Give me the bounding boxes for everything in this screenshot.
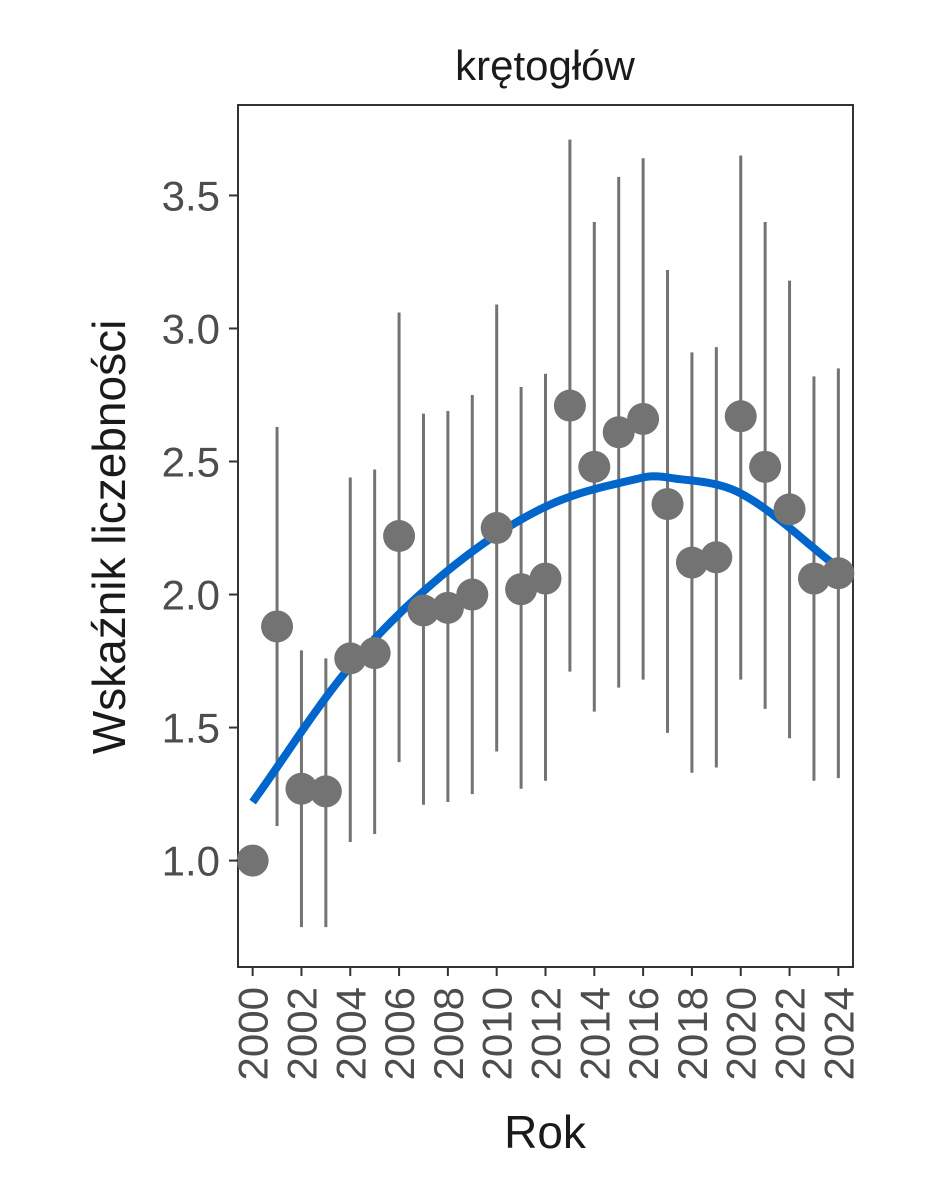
data-point	[602, 416, 635, 449]
data-point	[578, 450, 611, 483]
x-tick-label: 2004	[327, 987, 374, 1080]
data-point	[749, 450, 782, 483]
x-tick-label: 2020	[718, 987, 765, 1080]
data-point	[285, 772, 318, 805]
x-tick-label: 2024	[815, 987, 862, 1080]
data-point	[627, 402, 660, 435]
data-point	[334, 642, 367, 675]
data-point	[675, 546, 708, 579]
data-point	[529, 562, 562, 595]
x-tick-label: 2016	[620, 987, 667, 1080]
data-point	[822, 557, 855, 590]
x-tick-label: 2000	[230, 987, 277, 1080]
y-tick-label: 1.0	[162, 838, 220, 885]
y-tick-label: 3.0	[162, 305, 220, 352]
chart-title: krętogłów	[455, 42, 635, 89]
data-point	[773, 493, 806, 526]
data-point	[309, 775, 342, 808]
data-point	[407, 594, 440, 627]
data-point	[553, 389, 586, 422]
y-tick-label: 2.0	[162, 572, 220, 619]
x-tick-label: 2018	[669, 987, 716, 1080]
data-points	[236, 389, 855, 877]
x-tick-label: 2008	[425, 987, 472, 1080]
y-tick-label: 2.5	[162, 439, 220, 486]
data-point	[700, 541, 733, 574]
data-point	[358, 637, 391, 670]
data-point	[431, 591, 464, 624]
data-point	[236, 844, 269, 877]
x-tick-label: 2012	[523, 987, 570, 1080]
y-axis-label: Wskaźnik liczebności	[83, 320, 135, 755]
x-axis-label: Rok	[504, 1106, 587, 1158]
y-tick-label: 1.5	[162, 705, 220, 752]
y-tick-label: 3.5	[162, 172, 220, 219]
x-tick-label: 2006	[376, 987, 423, 1080]
data-point	[505, 573, 538, 606]
data-point	[261, 610, 294, 643]
x-tick-label: 2002	[278, 987, 325, 1080]
x-tick-label: 2010	[474, 987, 521, 1080]
data-point	[724, 400, 757, 433]
data-point	[651, 488, 684, 521]
data-point	[480, 512, 513, 545]
data-point	[456, 578, 489, 611]
x-tick-label: 2014	[571, 987, 618, 1080]
x-tick-label: 2022	[767, 987, 814, 1080]
data-point	[797, 562, 830, 595]
data-point	[383, 520, 416, 552]
